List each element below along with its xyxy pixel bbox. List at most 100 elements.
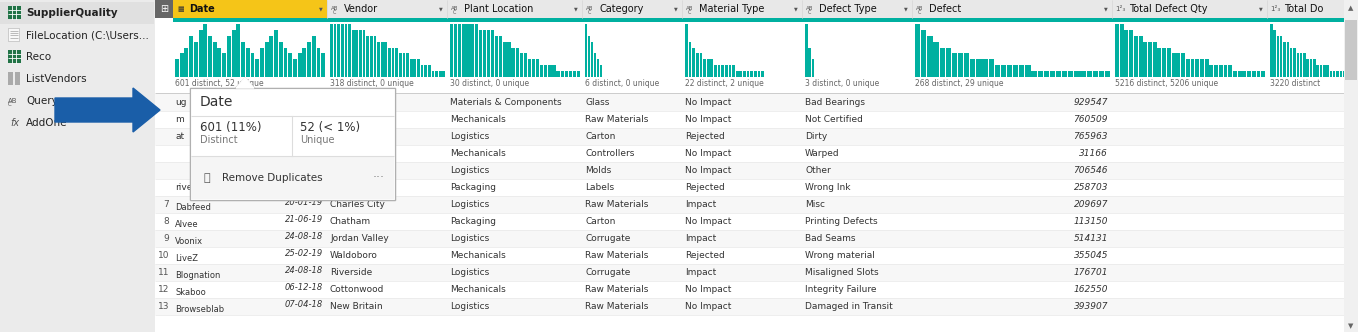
- Text: Impact: Impact: [684, 234, 716, 243]
- Text: 12: 12: [158, 285, 168, 294]
- Bar: [1270, 24, 1272, 77]
- Bar: [1081, 71, 1085, 77]
- Text: at: at: [175, 132, 185, 141]
- Text: ▼: ▼: [1259, 7, 1263, 12]
- Bar: [516, 47, 519, 77]
- Text: No Impact: No Impact: [684, 98, 732, 107]
- Text: ▼: ▼: [674, 7, 678, 12]
- Text: Westside: Westside: [330, 98, 371, 107]
- Bar: [1074, 71, 1080, 77]
- Bar: [1297, 53, 1300, 77]
- Text: Raw Materials: Raw Materials: [585, 115, 648, 124]
- Bar: [175, 2, 187, 16]
- Text: 20-01-19: 20-01-19: [285, 198, 323, 207]
- Text: 393907: 393907: [1074, 302, 1108, 311]
- Text: Logistics: Logistics: [449, 200, 489, 209]
- Bar: [750, 71, 754, 77]
- Bar: [1025, 65, 1031, 77]
- Bar: [808, 47, 811, 77]
- Bar: [482, 30, 486, 77]
- Bar: [284, 47, 288, 77]
- Bar: [812, 59, 815, 77]
- Bar: [232, 30, 235, 77]
- Bar: [1200, 59, 1203, 77]
- Bar: [395, 47, 398, 77]
- Bar: [334, 24, 337, 77]
- Text: Logistics: Logistics: [449, 132, 489, 141]
- Bar: [739, 71, 743, 77]
- Text: 601 distinct, 52 unique: 601 distinct, 52 unique: [175, 79, 263, 88]
- Bar: [1327, 65, 1329, 77]
- Text: Corrugate: Corrugate: [585, 268, 630, 277]
- Bar: [432, 71, 435, 77]
- Text: FileLocation (C:\Users...: FileLocation (C:\Users...: [26, 30, 149, 40]
- Text: 5216 distinct, 5206 unique: 5216 distinct, 5206 unique: [1115, 79, 1218, 88]
- Bar: [1018, 65, 1024, 77]
- Bar: [540, 65, 543, 77]
- Bar: [384, 42, 387, 77]
- Bar: [413, 59, 416, 77]
- Bar: [1138, 36, 1142, 77]
- Text: 25-02-19: 25-02-19: [285, 249, 323, 258]
- Text: Rejected: Rejected: [684, 132, 725, 141]
- Bar: [1344, 20, 1357, 80]
- Bar: [402, 53, 405, 77]
- Text: 7: 7: [163, 200, 168, 209]
- Bar: [454, 24, 458, 77]
- Bar: [1344, 0, 1358, 332]
- Bar: [474, 24, 478, 77]
- Bar: [1050, 71, 1055, 77]
- Bar: [1304, 53, 1305, 77]
- Bar: [448, 0, 583, 18]
- Text: C: C: [8, 103, 12, 108]
- Text: Impact: Impact: [684, 268, 716, 277]
- Bar: [1350, 71, 1353, 77]
- Bar: [155, 145, 1358, 161]
- Bar: [714, 65, 717, 77]
- Text: AB: AB: [587, 6, 593, 11]
- Bar: [1323, 65, 1325, 77]
- Text: Raw Materials: Raw Materials: [585, 285, 648, 294]
- Text: Chatham: Chatham: [330, 217, 371, 226]
- Text: Distinct: Distinct: [200, 135, 238, 145]
- Bar: [1224, 65, 1228, 77]
- Bar: [185, 47, 189, 77]
- Text: rive: rive: [175, 183, 193, 192]
- Text: 113150: 113150: [1074, 217, 1108, 226]
- Bar: [703, 59, 706, 77]
- Text: 21-06-19: 21-06-19: [285, 215, 323, 224]
- Bar: [1062, 71, 1067, 77]
- Text: 31166: 31166: [1080, 149, 1108, 158]
- Bar: [1093, 71, 1099, 77]
- Bar: [1172, 53, 1176, 77]
- Bar: [359, 30, 361, 77]
- Text: No Impact: No Impact: [684, 302, 732, 311]
- Bar: [458, 24, 462, 77]
- Bar: [508, 42, 511, 77]
- Bar: [466, 24, 470, 77]
- Text: ▼: ▼: [904, 7, 909, 12]
- Text: Query: Query: [26, 96, 58, 106]
- Bar: [933, 42, 938, 77]
- Bar: [462, 24, 466, 77]
- Bar: [1353, 71, 1355, 77]
- Bar: [15, 72, 20, 85]
- Text: Logistics: Logistics: [449, 166, 489, 175]
- Text: fx: fx: [10, 118, 19, 128]
- Bar: [1357, 71, 1358, 77]
- Bar: [1339, 71, 1342, 77]
- Bar: [322, 53, 325, 77]
- Bar: [369, 36, 372, 77]
- Bar: [417, 59, 420, 77]
- Bar: [1057, 71, 1061, 77]
- Text: Date: Date: [200, 95, 234, 109]
- Bar: [8, 50, 20, 63]
- Bar: [1219, 65, 1222, 77]
- Text: ▲: ▲: [1348, 5, 1354, 11]
- Text: C: C: [689, 10, 691, 15]
- Text: 10: 10: [158, 251, 168, 260]
- Bar: [1313, 59, 1316, 77]
- Bar: [470, 24, 474, 77]
- Bar: [964, 53, 970, 77]
- Text: Damaged in Transit: Damaged in Transit: [805, 302, 892, 311]
